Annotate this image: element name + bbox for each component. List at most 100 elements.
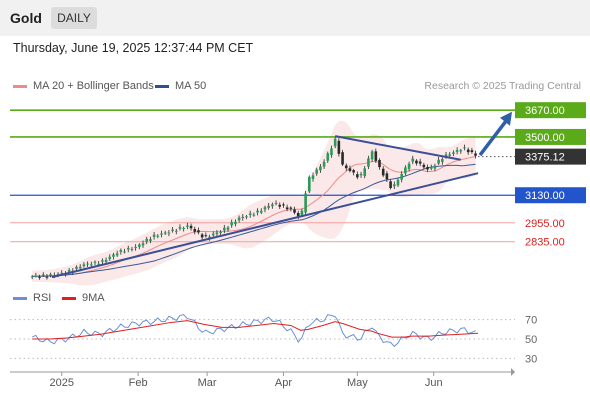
- candlesticks: [30, 137, 477, 280]
- candle-body: [304, 193, 307, 213]
- candle-body: [319, 166, 322, 171]
- candle-body: [448, 154, 452, 156]
- candle-body: [226, 227, 230, 230]
- rsi9ma-legend-label: 9MA: [82, 292, 105, 304]
- timeframe-button[interactable]: DAILY: [51, 7, 97, 29]
- candle-body: [385, 173, 389, 180]
- rsi-9ma-line: [32, 320, 479, 340]
- candle-body: [352, 170, 355, 173]
- candle-body: [134, 246, 137, 249]
- ma50-legend-swatch: [155, 85, 169, 88]
- candle-body: [267, 205, 270, 208]
- candle-body: [274, 202, 278, 204]
- ma50-legend-label: MA 50: [175, 80, 207, 92]
- candle-body: [252, 214, 256, 216]
- candle-body: [237, 217, 241, 221]
- candle-body: [211, 233, 215, 236]
- candle-body: [82, 264, 86, 267]
- candle-body: [311, 175, 315, 179]
- rsi-tick-label: 50: [525, 334, 537, 346]
- candle-body: [441, 159, 444, 162]
- candle-body: [78, 266, 82, 269]
- candle-body: [41, 274, 45, 276]
- candle-body: [285, 207, 289, 210]
- candle-body: [171, 229, 174, 232]
- candle-body: [293, 209, 296, 213]
- candle-body: [259, 210, 263, 213]
- rsi-legend-label: RSI: [33, 292, 52, 304]
- candle-body: [367, 158, 370, 167]
- candle-body: [392, 184, 396, 187]
- candle-body: [182, 228, 185, 230]
- candle-body: [130, 249, 134, 251]
- level-label-resistance: 3500.00: [525, 132, 565, 144]
- candle-body: [138, 244, 141, 247]
- candle-body: [60, 272, 64, 274]
- candle-body: [234, 221, 237, 225]
- candle-body: [300, 210, 304, 216]
- candle-body: [374, 151, 378, 161]
- rising-support-trendline: [51, 172, 479, 279]
- ma20-legend-label: MA 20 + Bollinger Bands: [33, 80, 154, 92]
- candle-body: [38, 276, 41, 278]
- candle-body: [200, 234, 204, 238]
- candle-body: [333, 138, 337, 147]
- candle-body: [56, 273, 60, 275]
- credit-text: Research © 2025 Trading Central: [424, 80, 581, 92]
- candle-body: [178, 227, 182, 229]
- candle-body: [315, 169, 318, 174]
- level-label-support: 2955.00: [525, 218, 565, 230]
- forecast-arrow-head: [500, 111, 512, 126]
- candle-body: [89, 264, 93, 266]
- level-label-target: 3670.00: [525, 105, 565, 117]
- candle-body: [215, 232, 219, 235]
- candle-body: [396, 179, 400, 186]
- candle-body: [411, 158, 415, 162]
- candle-body: [407, 163, 411, 169]
- candle-body: [455, 150, 459, 152]
- candle-body: [230, 222, 234, 226]
- candle-body: [34, 275, 38, 277]
- candle-body: [189, 225, 193, 229]
- candle-body: [326, 153, 330, 161]
- candle-body: [245, 216, 248, 218]
- candle-body: [348, 168, 352, 172]
- candle-body: [186, 225, 189, 227]
- candle-body: [444, 154, 448, 158]
- candle-body: [466, 149, 470, 153]
- candle-body: [75, 266, 78, 269]
- candle-body: [452, 152, 455, 154]
- candle-body: [104, 259, 108, 262]
- x-tick-label: 2025: [49, 377, 73, 389]
- level-tag-current: [515, 148, 586, 165]
- candle-body: [344, 165, 348, 169]
- candle-body: [381, 168, 385, 176]
- candle-body: [197, 230, 200, 233]
- candle-body: [429, 167, 433, 169]
- x-axis: 2025 Feb Mar Apr May Jun: [10, 368, 515, 389]
- candle-body: [204, 235, 208, 237]
- candle-body: [49, 274, 52, 276]
- rsi-panel: 70 50 30: [10, 314, 537, 365]
- candle-body: [415, 160, 418, 164]
- candle-body: [363, 168, 367, 177]
- x-axis-arrow: [511, 368, 515, 376]
- level-label-support: 2835.00: [525, 237, 565, 249]
- candle-body: [463, 147, 466, 149]
- candle-body: [119, 250, 123, 252]
- x-tick-label: Apr: [275, 377, 292, 389]
- candle-body: [433, 165, 437, 169]
- candle-body: [112, 254, 115, 257]
- candle-body: [160, 233, 163, 235]
- candle-body: [341, 152, 344, 165]
- rsi-tick-label: 70: [525, 315, 537, 327]
- candle-body: [322, 161, 326, 167]
- candle-body: [67, 270, 71, 272]
- candle-body: [271, 204, 274, 207]
- candle-body: [278, 204, 282, 207]
- candle-body: [400, 174, 403, 180]
- rsi-line: [31, 314, 476, 348]
- candle-body: [223, 227, 226, 231]
- instrument-title: Gold: [10, 10, 42, 26]
